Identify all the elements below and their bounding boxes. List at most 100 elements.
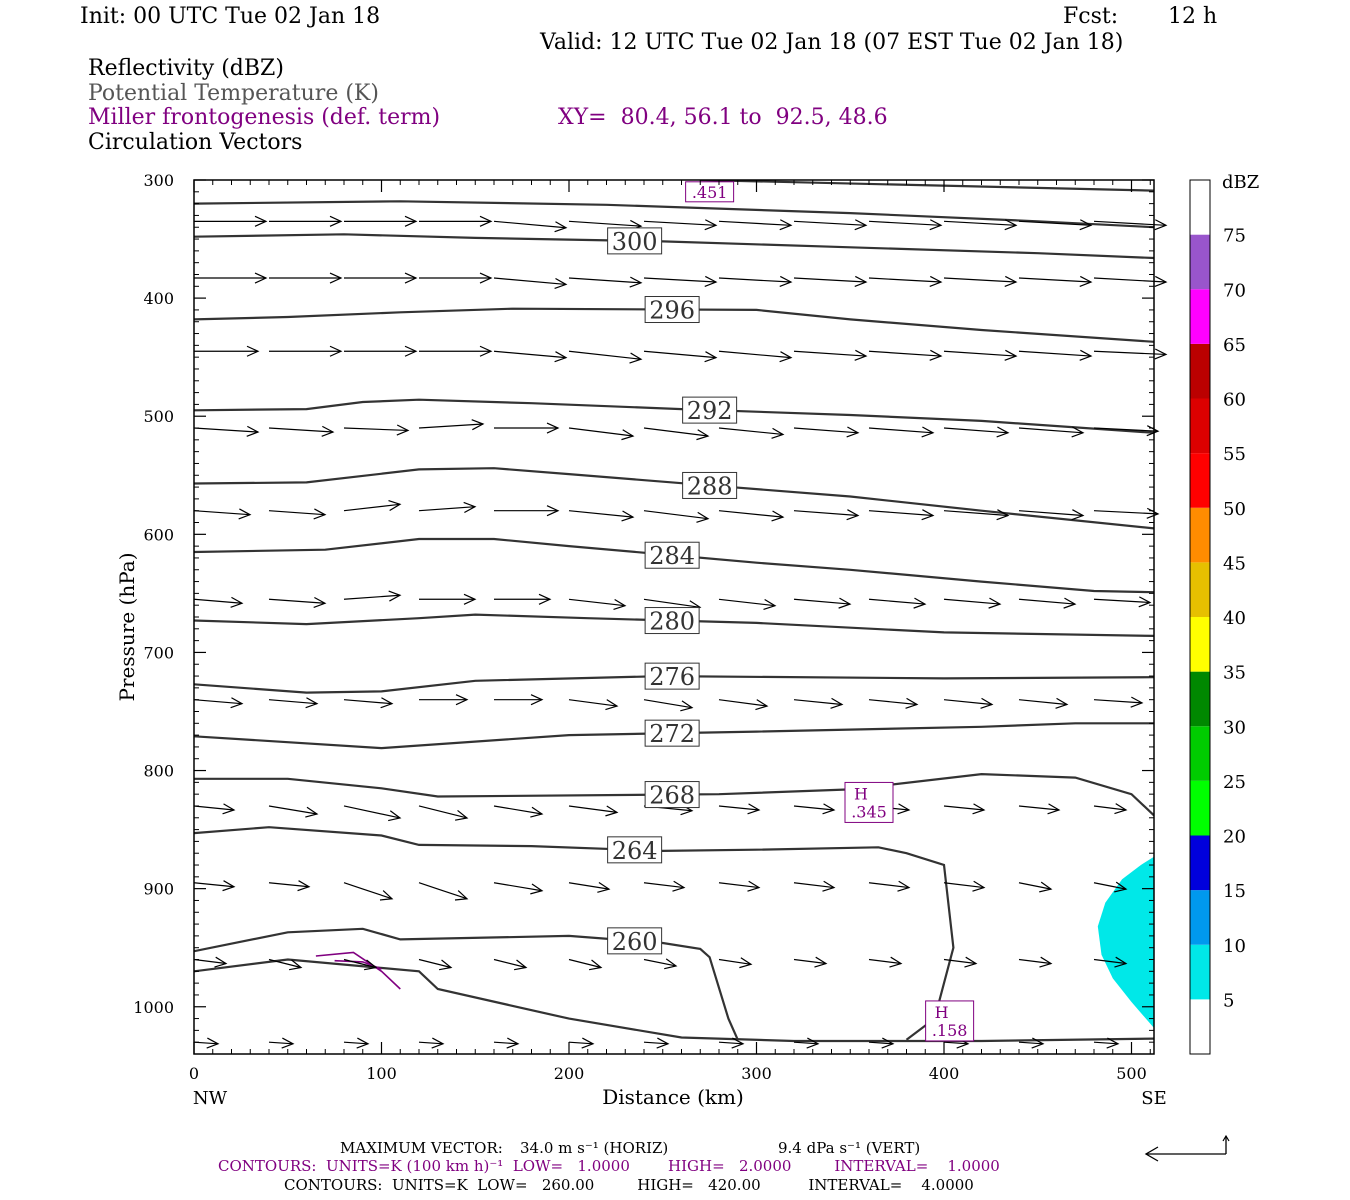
vector-arrow — [643, 1041, 669, 1045]
vector-arrow — [568, 277, 642, 284]
vector-arrow-head — [905, 697, 919, 709]
vector-arrow — [568, 882, 610, 890]
vector-arrow — [1018, 958, 1052, 965]
theta-contour-line — [194, 674, 1154, 694]
vector-arrow — [268, 882, 310, 888]
colorbar-swatch — [1190, 944, 1210, 1000]
vector-arrow-head — [388, 810, 402, 822]
vector-arrow-head — [380, 697, 394, 709]
vector-arrow-head — [1039, 956, 1053, 968]
vector-arrow — [568, 598, 626, 607]
vector-arrow — [193, 805, 235, 811]
vector-arrow — [418, 882, 468, 900]
colorbar-level-label: 20 — [1223, 827, 1246, 848]
vector-arrow-head — [929, 349, 943, 361]
vector-arrow-head — [329, 272, 343, 284]
vector-arrow — [343, 805, 401, 819]
vector-arrow — [718, 1041, 744, 1045]
vector-arrow — [418, 805, 468, 819]
vector-arrow — [1093, 882, 1127, 890]
vector-arrow-head — [554, 351, 568, 363]
y-tick-label: 400 — [143, 289, 174, 308]
theta-label-box — [682, 396, 738, 424]
legend-circulation-vectors: Circulation Vectors — [88, 130, 303, 155]
x-end-label-left: NW — [193, 1088, 228, 1109]
vector-arrow-head — [289, 959, 303, 971]
vector-arrow — [943, 510, 1009, 517]
vector-arrow-head — [771, 427, 785, 439]
vector-arrow-head — [913, 597, 927, 609]
vector-arrow — [193, 598, 243, 604]
frontogenesis-max-value: .345 — [851, 802, 887, 821]
vector-arrow — [1018, 350, 1092, 357]
vector-arrow — [718, 350, 792, 359]
vector-arrow — [1018, 699, 1068, 706]
vector-arrow-head — [597, 881, 611, 893]
theta-contour-label: 300 — [612, 228, 658, 256]
theta-contour-line — [194, 613, 1154, 637]
frontogenesis-max-label: H — [935, 1003, 949, 1022]
vector-arrow — [793, 805, 835, 811]
theta-label-box — [644, 781, 700, 809]
vector-arrow — [868, 350, 942, 357]
vector-arrow-head — [1079, 219, 1093, 231]
vector-arrow-head — [356, 1037, 370, 1049]
vector-arrow-head — [1079, 275, 1093, 287]
colorbar-level-label: 45 — [1223, 553, 1246, 574]
vector-arrow-head — [404, 345, 418, 357]
vector-arrow — [643, 699, 693, 709]
vector-arrow — [793, 277, 867, 283]
vector-arrow — [193, 699, 243, 705]
theta-contour-line — [194, 958, 1154, 1043]
vector-arrow-head — [696, 429, 710, 441]
vector-arrow — [1093, 427, 1159, 432]
vector-arrow — [643, 598, 701, 608]
vector-arrow-head — [1138, 596, 1152, 608]
vector-arrow — [718, 598, 776, 607]
vector-arrow-head — [854, 219, 868, 231]
vector-arrow — [493, 350, 567, 359]
vector-arrow — [868, 598, 926, 605]
vector-arrow-head — [1154, 219, 1168, 231]
vector-arrow-head — [747, 880, 761, 892]
vector-arrow — [568, 350, 642, 360]
colorbar-level-label: 5 — [1223, 990, 1234, 1011]
frontogenesis-max-label: H — [854, 784, 868, 803]
vector-arrow — [1018, 1041, 1044, 1045]
vector-arrow — [568, 805, 618, 813]
vector-arrow-head — [771, 510, 785, 522]
vector-arrow-head — [554, 221, 568, 233]
vector-arrow-head — [755, 699, 769, 711]
vector-arrow — [793, 510, 859, 517]
vector-arrow-head — [763, 598, 777, 610]
vector-arrow-head — [779, 351, 793, 363]
vector-arrow-head — [672, 880, 686, 892]
vector-arrow-head — [281, 1037, 295, 1049]
legend-potential-temperature: Potential Temperature (K) — [88, 81, 379, 106]
vector-arrow — [1093, 350, 1167, 356]
vector-arrow-head — [1130, 696, 1144, 708]
vector-arrow-head — [455, 809, 469, 821]
y-tick-label: 600 — [143, 525, 174, 544]
vector-arrow — [493, 805, 543, 815]
colorbar-level-label: 15 — [1223, 881, 1246, 902]
colorbar-swatch — [1190, 780, 1210, 836]
vector-arrow-head — [230, 697, 244, 709]
vector-arrow-head — [814, 956, 828, 968]
vector-arrow-head — [1114, 881, 1128, 893]
vector-arrow-head — [1114, 803, 1128, 815]
vector-arrow — [1018, 220, 1092, 226]
vector-arrow — [943, 699, 993, 706]
vector-arrow — [643, 350, 717, 359]
vector-arrow — [793, 1041, 819, 1045]
vector-arrow — [943, 350, 1017, 357]
vector-arrow-head — [538, 593, 552, 605]
vector-arrow — [1093, 598, 1151, 604]
vector-arrow — [718, 805, 760, 811]
vector-arrow — [193, 882, 235, 888]
vector-arrow-head — [996, 509, 1010, 521]
vector-arrow-head — [846, 426, 860, 438]
vector-arrow — [1093, 1041, 1119, 1045]
frontogenesis-max-box — [925, 1000, 975, 1042]
vector-arrow-head — [656, 1037, 670, 1049]
